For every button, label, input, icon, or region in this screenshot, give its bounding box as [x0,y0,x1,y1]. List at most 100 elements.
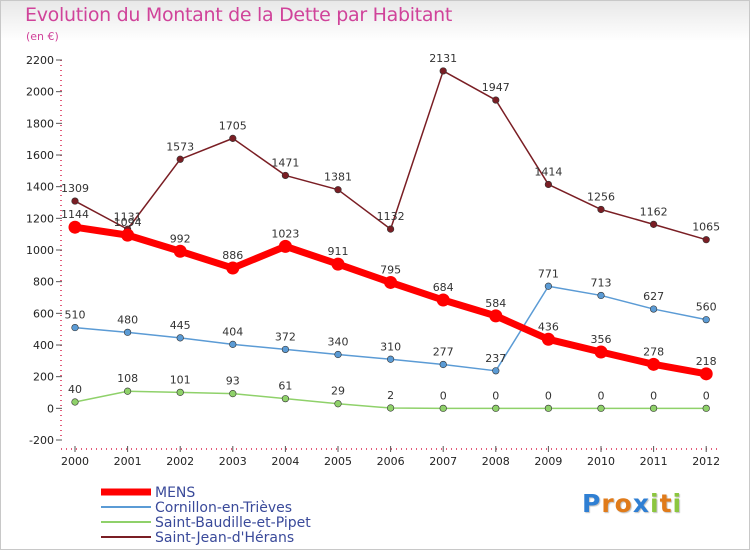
data-point [229,134,237,142]
data-label: 310 [380,340,401,353]
data-label: 404 [222,325,243,338]
data-label: 0 [598,389,605,402]
data-label: 1132 [377,210,405,223]
data-point [68,220,82,234]
data-point [334,186,342,194]
chart-axes: -200020040060080010001200140016001800200… [26,54,720,468]
data-point [492,367,500,375]
logo-letter: x [632,489,650,518]
data-point [281,345,290,354]
data-label: 1309 [61,182,89,195]
data-point [384,275,398,289]
x-tick-label: 2001 [114,455,142,468]
data-label: 372 [275,330,296,343]
data-point [439,404,447,412]
x-tick-label: 2005 [324,455,352,468]
data-label: 1381 [324,171,352,184]
data-label: 1144 [61,208,89,221]
y-tick-label: 1800 [26,117,54,130]
data-label: 886 [222,249,243,262]
y-tick-label: 2200 [26,54,54,67]
data-label: 684 [433,281,454,294]
y-tick-label: 1600 [26,149,54,162]
data-point [176,155,184,163]
data-point [544,404,553,412]
data-label: 93 [226,375,240,388]
data-label: 61 [278,380,292,393]
data-label: 480 [117,313,138,326]
chart-legend: MENSCornillon-en-TrièvesSaint-Baudille-e… [101,485,311,546]
data-label: 101 [170,373,191,386]
data-label: 1471 [271,156,299,169]
data-point [439,360,447,369]
x-tick-label: 2000 [61,455,89,468]
data-point [278,239,292,253]
data-label: 445 [170,319,191,332]
y-tick-label: 1200 [26,212,54,225]
legend-entry: MENS [155,485,195,501]
data-label: 40 [68,383,82,396]
legend-entry: Cornillon-en-Trièves [155,500,292,516]
data-label: 1094 [114,216,142,229]
y-tick-label: 800 [33,276,54,289]
data-point [229,390,237,398]
data-point [597,205,605,214]
data-point [71,323,79,332]
data-point [702,316,710,324]
data-label: 2131 [429,52,457,65]
data-label: 2 [387,389,394,402]
x-tick-label: 2012 [692,455,720,468]
data-label: 911 [328,245,349,258]
data-point [71,197,79,205]
data-point [439,67,447,75]
data-point [71,398,79,406]
data-label: 1162 [640,205,668,218]
logo-letter: i [650,489,660,518]
y-tick-label: 0 [47,402,54,415]
data-point [229,340,237,348]
data-point [544,282,553,290]
data-point [334,400,342,408]
data-point [597,404,605,412]
y-tick-label: -200 [29,434,54,447]
data-point [699,367,713,381]
data-point [647,357,661,371]
chart-title: Evolution du Montant de la Dette par Hab… [25,4,453,26]
data-label: 1256 [587,190,615,203]
y-tick-label: 600 [33,307,54,320]
data-label: 218 [696,355,717,368]
y-tick-label: 2000 [26,86,54,99]
data-label: 237 [485,352,506,365]
x-tick-label: 2011 [640,455,668,468]
x-tick-label: 2007 [429,455,457,468]
data-label: 795 [380,263,401,276]
x-tick-label: 2009 [534,455,562,468]
data-point [281,395,290,403]
data-label: 1573 [166,140,194,153]
data-label: 560 [696,301,717,314]
data-label: 771 [538,267,559,280]
data-point [649,220,658,228]
y-tick-label: 200 [33,371,54,384]
data-point [544,180,553,189]
data-point [649,305,658,313]
data-point [123,387,132,395]
data-point [489,309,503,323]
legend-entry: Saint-Jean-d'Hérans [155,530,294,546]
logo-letter: i [672,489,683,518]
data-point [597,291,605,300]
data-label: 584 [485,297,506,310]
logo-letter: o [614,489,633,518]
data-label: 1947 [482,81,510,94]
logo-letter: t [659,489,673,518]
data-label: 1705 [219,119,247,132]
x-tick-label: 2004 [271,455,299,468]
data-label: 356 [591,333,612,346]
data-label: 0 [703,389,710,402]
data-label: 1065 [692,221,720,234]
data-label: 0 [545,389,552,402]
x-tick-label: 2008 [482,455,510,468]
data-point [541,332,555,346]
data-point [436,293,450,307]
data-point [492,404,500,412]
